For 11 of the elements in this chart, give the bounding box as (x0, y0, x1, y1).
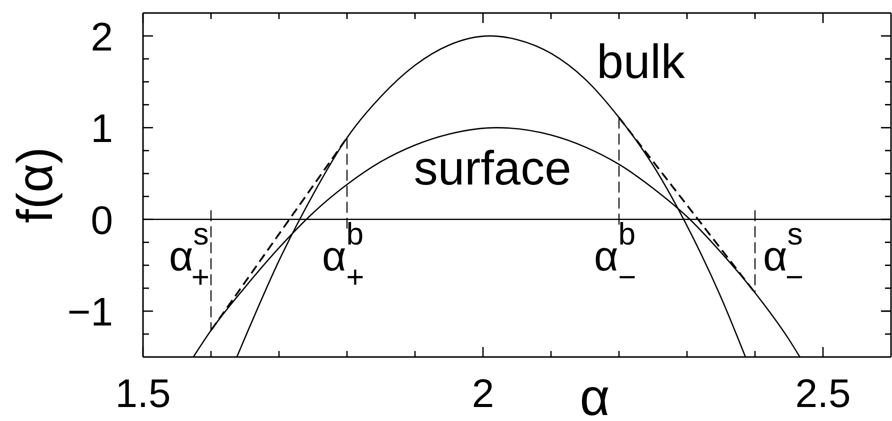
series-label: surface (414, 142, 572, 196)
x-tick-label: 1.5 (115, 372, 171, 416)
y-tick-label: 1 (90, 107, 113, 152)
y-tick-label: −1 (67, 290, 113, 335)
y-tick-label: 2 (90, 15, 113, 60)
x-tick-label: 2 (472, 372, 494, 416)
x-tick-label: 2.5 (795, 372, 851, 416)
y-axis-title: f(α) (7, 146, 63, 224)
x-axis-title: α (580, 369, 610, 421)
y-tick-label: 0 (90, 198, 113, 243)
legend-label: bulk (596, 36, 686, 89)
